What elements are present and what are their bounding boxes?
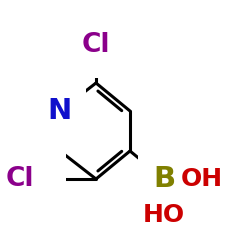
FancyBboxPatch shape — [0, 146, 66, 212]
FancyBboxPatch shape — [50, 12, 142, 78]
Text: OH: OH — [181, 167, 223, 191]
Text: Cl: Cl — [82, 32, 110, 58]
Text: B: B — [153, 165, 175, 193]
FancyBboxPatch shape — [138, 143, 190, 215]
FancyBboxPatch shape — [158, 148, 246, 210]
FancyBboxPatch shape — [120, 184, 208, 246]
Text: HO: HO — [143, 203, 185, 227]
Text: Cl: Cl — [6, 166, 34, 192]
Text: N: N — [48, 97, 72, 125]
FancyBboxPatch shape — [34, 75, 86, 147]
